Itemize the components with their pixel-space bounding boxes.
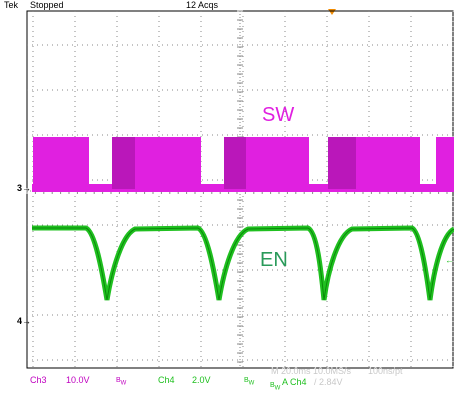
ch4-marker-label: 4: [17, 316, 23, 326]
brand-label: Tek: [4, 0, 19, 10]
ch4-scale: 2.0V: [192, 375, 211, 385]
en-signal-envelope: [32, 225, 454, 301]
ch4-bandwidth-limit: BW: [244, 377, 255, 387]
sw-jitter-band: [224, 137, 246, 189]
run-state-label: Stopped: [30, 0, 64, 10]
ch3-bandwidth-limit: BW: [116, 377, 127, 387]
sw-jitter-band: [328, 137, 356, 189]
acquisition-count: 12 Acqs: [186, 0, 219, 10]
ch3-ground-marker[interactable]: 3→: [17, 183, 32, 193]
sw-pulse: [436, 137, 454, 189]
trigger-level: / 2.84V: [314, 377, 343, 387]
trigger-source: A Ch4: [282, 377, 307, 387]
en-signal-core: [32, 227, 454, 301]
trigger-position-marker: [328, 9, 336, 15]
sw-waveform: [32, 137, 454, 192]
sw-pulse: [33, 137, 89, 189]
ch4-ground-marker[interactable]: 4→: [17, 316, 32, 326]
en-waveform: [32, 225, 454, 301]
ch3-scale: 10.0V: [66, 375, 90, 385]
sw-jitter-band: [112, 137, 135, 189]
trigger-level-marker[interactable]: ←: [445, 255, 454, 265]
timebase-readout: M 20.0ms 10.0MS/s: [271, 366, 352, 376]
ch4-label: Ch4: [158, 375, 175, 385]
sw-trace-label: SW: [262, 104, 295, 126]
ch3-label: Ch3: [30, 375, 47, 385]
ch3-marker-label: 3: [17, 183, 23, 193]
en-trace-label: EN: [260, 249, 288, 271]
trigger-bandwidth: BW: [270, 382, 281, 392]
resolution-readout: 100ns/pt: [368, 366, 403, 376]
